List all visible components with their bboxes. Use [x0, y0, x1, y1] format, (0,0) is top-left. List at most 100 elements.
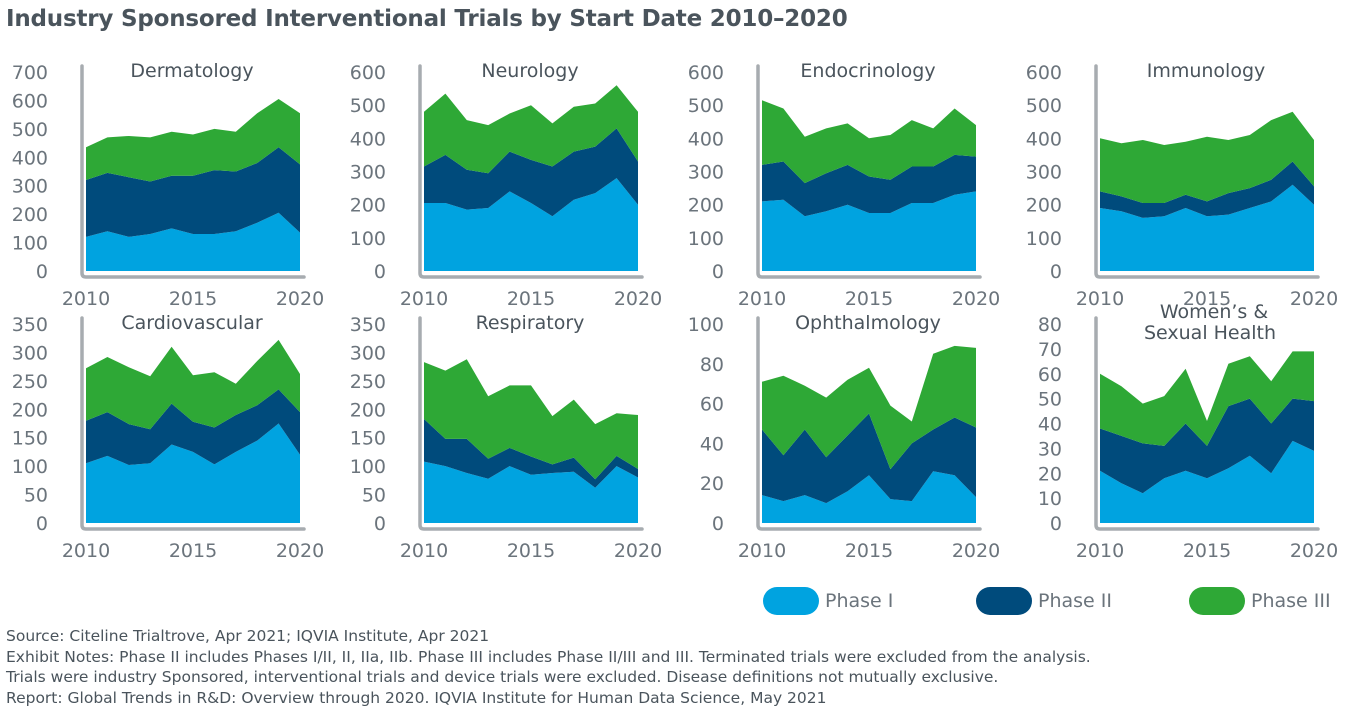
chart-title: Endocrinology	[800, 60, 935, 82]
y-tick-label: 250	[12, 371, 48, 393]
y-tick-label: 300	[1026, 162, 1062, 184]
x-tick-label: 2010	[62, 288, 110, 310]
y-tick-label: 100	[350, 456, 386, 478]
y-tick-label: 0	[712, 261, 724, 283]
y-tick-label: 350	[12, 314, 48, 336]
x-tick-label: 2020	[276, 288, 324, 310]
y-tick-label: 0	[712, 513, 724, 535]
x-tick-label: 2020	[952, 540, 1000, 562]
x-tick-label: 2015	[1183, 288, 1231, 310]
x-tick-label: 2020	[1290, 540, 1338, 562]
y-tick-label: 200	[350, 399, 386, 421]
y-tick-label: 40	[1038, 414, 1062, 436]
x-tick-label: 2015	[169, 540, 217, 562]
axis-line	[80, 64, 306, 279]
area-phase1-women-s-sexual-health	[1100, 440, 1314, 523]
y-tick-label: 50	[24, 485, 48, 507]
y-tick-label: 0	[1050, 513, 1062, 535]
x-tick-label: 2015	[507, 540, 555, 562]
x-tick-label: 2020	[1290, 288, 1338, 310]
y-tick-label: 100	[688, 314, 724, 336]
y-tick-label: 300	[12, 176, 48, 198]
area-layers	[1100, 111, 1314, 271]
legend-label-phase2: Phase II	[1038, 590, 1112, 612]
chart-svg: 0 100 200 300 400 500 600 700 2010 2015 2020 Dermat…	[12, 60, 324, 310]
axis-line	[1094, 316, 1320, 531]
x-tick-label: 2020	[276, 540, 324, 562]
area-phase1-respiratory	[424, 461, 638, 523]
y-tick-label: 70	[1038, 339, 1062, 361]
y-tick-label: 600	[12, 90, 48, 112]
area-layers	[1100, 351, 1314, 523]
x-tick-label: 2020	[614, 288, 662, 310]
area-layers	[762, 345, 976, 523]
area-phase3-cardiovascular	[86, 339, 300, 430]
y-tick-label: 0	[374, 513, 386, 535]
x-tick-label: 2015	[845, 540, 893, 562]
y-tick-label: 600	[1026, 62, 1062, 84]
x-tick-label: 2010	[400, 540, 448, 562]
y-tick-label: 10	[1038, 488, 1062, 510]
y-tick-label: 200	[350, 195, 386, 217]
area-layers	[86, 99, 300, 271]
y-tick-label: 600	[350, 62, 386, 84]
y-tick-label: 200	[688, 195, 724, 217]
chart-cardiovascular: 0 50 100 150 200 250 300 350 2010 2015 2020 Cardiov…	[0, 310, 330, 600]
legend-label-phase3: Phase III	[1251, 590, 1331, 612]
area-phase3-women-s-sexual-health	[1100, 351, 1314, 446]
y-tick-label: 500	[688, 95, 724, 117]
axis-line	[756, 316, 982, 531]
y-tick-label: 400	[12, 147, 48, 169]
chart-svg: 0 100 200 300 400 500 600 2010 2015 2020 Immunolog…	[1026, 60, 1338, 310]
legend-swatch-phase2	[976, 587, 1032, 615]
y-tick-label: 100	[1026, 228, 1062, 250]
area-layers	[424, 359, 638, 523]
x-tick-label: 2015	[169, 288, 217, 310]
y-tick-label: 200	[12, 204, 48, 226]
area-phase3-ophthalmology	[762, 345, 976, 470]
y-tick-label: 200	[12, 399, 48, 421]
y-tick-label: 20	[700, 473, 724, 495]
y-tick-label: 100	[350, 228, 386, 250]
legend-swatch-phase1	[763, 587, 819, 615]
y-tick-label: 300	[350, 342, 386, 364]
area-phase1-endocrinology	[762, 191, 976, 271]
area-phase2-neurology	[424, 128, 638, 217]
y-tick-label: 80	[1038, 314, 1062, 336]
axis-line	[1094, 64, 1320, 279]
y-tick-label: 20	[1038, 463, 1062, 485]
area-phase1-immunology	[1100, 184, 1314, 271]
y-tick-label: 600	[688, 62, 724, 84]
chart-title: Immunology	[1147, 60, 1266, 82]
exhibit-note: Exhibit Notes: Phase II includes Phases …	[6, 647, 1091, 666]
y-tick-label: 150	[12, 428, 48, 450]
y-tick-label: 0	[374, 261, 386, 283]
chart-svg: 0 50 100 150 200 250 300 350 2010 2015 2020 Cardiov…	[12, 312, 324, 562]
y-tick-label: 80	[700, 354, 724, 376]
chart-svg: 0 20 40 60 80 100 2010 2015 2020 Ophthalmology	[688, 312, 1000, 562]
axis-line	[418, 64, 644, 279]
area-phase1-dermatology	[86, 212, 300, 271]
x-tick-label: 2010	[1076, 288, 1124, 310]
area-phase2-women-s-sexual-health	[1100, 398, 1314, 494]
legend-label-phase1: Phase I	[825, 590, 894, 612]
x-tick-label: 2015	[507, 288, 555, 310]
y-tick-label: 40	[700, 433, 724, 455]
area-phase3-immunology	[1100, 111, 1314, 203]
x-tick-label: 2010	[738, 288, 786, 310]
y-tick-label: 300	[12, 342, 48, 364]
report-note: Report: Global Trends in R&D: Overview t…	[6, 688, 827, 707]
chart-dermatology: 0 100 200 300 400 500 600 700 2010 2015 2020 Dermat…	[0, 58, 330, 348]
area-phase2-respiratory	[424, 419, 638, 488]
area-phase3-endocrinology	[762, 100, 976, 184]
chart-title-line2: Sexual Health	[1144, 322, 1276, 344]
y-tick-label: 50	[362, 485, 386, 507]
area-layers	[424, 85, 638, 271]
area-phase2-immunology	[1100, 161, 1314, 218]
y-tick-label: 500	[350, 95, 386, 117]
area-phase3-neurology	[424, 85, 638, 174]
y-tick-label: 60	[1038, 364, 1062, 386]
chart-title: Cardiovascular	[121, 312, 263, 334]
y-tick-label: 50	[1038, 389, 1062, 411]
